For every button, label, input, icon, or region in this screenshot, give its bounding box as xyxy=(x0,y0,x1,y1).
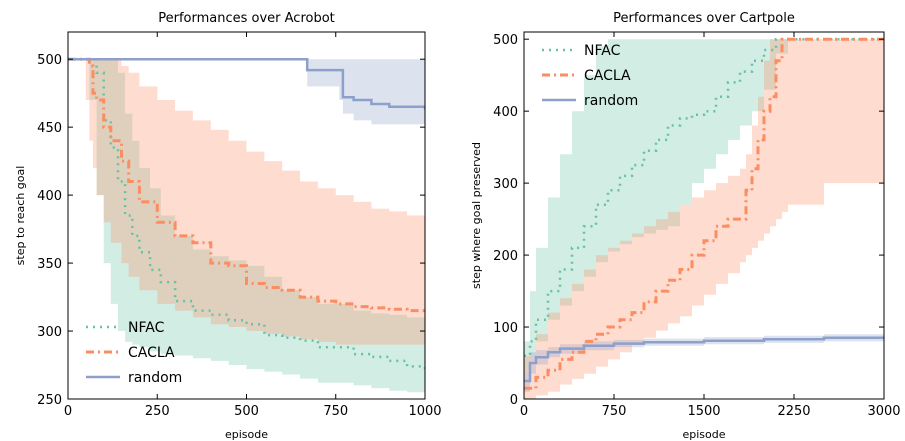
x-axis-label: episode xyxy=(682,428,725,441)
confidence-bands xyxy=(68,59,425,394)
x-tick-label: 750 xyxy=(323,404,348,419)
line-nfac xyxy=(68,57,425,370)
band-random xyxy=(68,59,425,128)
band-nfac xyxy=(524,39,884,371)
y-tick-label: 500 xyxy=(493,33,518,48)
band-cacla xyxy=(68,59,425,345)
line-random xyxy=(68,57,425,110)
line-cacla xyxy=(524,37,884,390)
line-cacla xyxy=(68,57,425,313)
legend: NFAC CACLA random xyxy=(86,320,182,386)
line-random xyxy=(524,336,884,383)
x-tick-label: 750 xyxy=(602,404,627,419)
acrobot-panel: 0 250 500 750 1000250300350400450500Performa… xyxy=(14,11,442,441)
x-axis-label: episode xyxy=(225,428,268,441)
y-tick-label: 400 xyxy=(493,105,518,120)
legend-label-cacla: CACLA xyxy=(584,68,631,84)
y-tick-label: 300 xyxy=(493,177,518,192)
y-tick-label: 0 xyxy=(510,393,518,408)
x-tick-label: 3000 xyxy=(867,404,900,419)
y-tick-label: 200 xyxy=(493,249,518,264)
chart-title: Performances over Cartpole xyxy=(613,11,795,26)
y-tick-label: 450 xyxy=(37,121,62,136)
x-tick-label: 1500 xyxy=(687,404,720,419)
x-tick-label: 250 xyxy=(145,404,170,419)
legend-label-random: random xyxy=(128,370,182,386)
legend: NFAC CACLA random xyxy=(542,43,638,109)
x-tick-label: 2250 xyxy=(777,404,810,419)
legend-label-cacla: CACLA xyxy=(128,345,175,361)
y-axis-label: step where goal preserved xyxy=(470,142,483,289)
x-tick-label: 0 xyxy=(64,404,72,419)
legend-label-random: random xyxy=(584,93,638,109)
chart-title: Performances over Acrobot xyxy=(158,11,335,26)
confidence-bands xyxy=(524,39,884,399)
x-tick-label: 500 xyxy=(234,404,259,419)
series-lines xyxy=(524,37,884,390)
band-nfac xyxy=(68,59,425,394)
y-tick-label: 250 xyxy=(37,393,62,408)
x-tick-label: 1000 xyxy=(408,404,441,419)
y-tick-label: 100 xyxy=(493,321,518,336)
band-random xyxy=(524,332,884,392)
legend-label-nfac: NFAC xyxy=(128,320,165,336)
y-axis-label: step to reach goal xyxy=(14,166,27,266)
cartpole-panel: 0 750 1500 2250 3000 0 100 200 300 400 500 Performa… xyxy=(470,11,901,441)
series-lines xyxy=(68,57,425,370)
y-tick-label: 300 xyxy=(37,325,62,340)
band-cacla xyxy=(524,39,884,399)
x-tick-label: 0 xyxy=(520,404,528,419)
y-tick-label: 500 xyxy=(37,53,62,68)
y-tick-label: 350 xyxy=(37,257,62,272)
y-tick-label: 400 xyxy=(37,189,62,204)
legend-label-nfac: NFAC xyxy=(584,43,621,59)
